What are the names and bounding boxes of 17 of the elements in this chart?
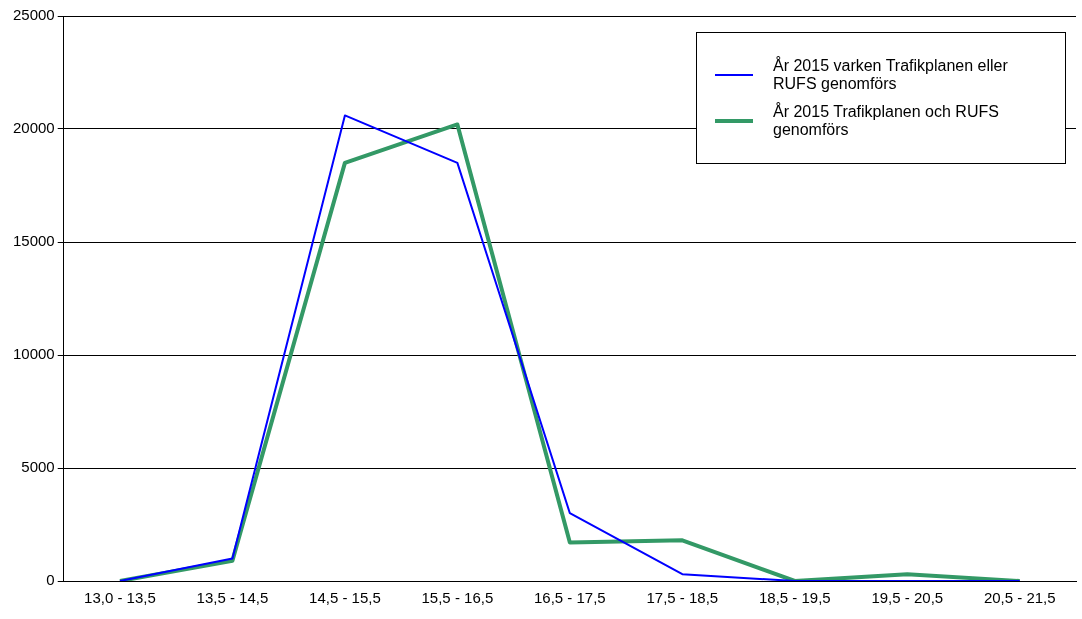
legend-label: År 2015 varken Trafikplanen eller RUFS genomförs bbox=[773, 57, 1009, 93]
x-tick-label: 18,5 - 19,5 bbox=[758, 589, 831, 607]
x-tick-label: 16,5 - 17,5 bbox=[534, 589, 606, 607]
x-tick-label: 15,5 - 16,5 bbox=[421, 589, 494, 607]
legend-label: År 2015 Trafikplanen och RUFS genomförs bbox=[773, 103, 1000, 139]
y-tick-label: 20000 bbox=[12, 119, 55, 137]
x-tick-label: 14,5 - 15,5 bbox=[309, 589, 381, 607]
x-tick-label: 19,5 - 20,5 bbox=[871, 589, 944, 607]
y-tick-label: 15000 bbox=[12, 232, 55, 250]
y-tick-label: 0 bbox=[46, 571, 55, 589]
x-tick-label: 20,5 - 21,5 bbox=[983, 589, 1056, 607]
y-tick-label: 5000 bbox=[21, 458, 55, 476]
x-tick-label: 13,5 - 14,5 bbox=[196, 589, 269, 607]
x-tick-label: 13,0 - 13,5 bbox=[84, 589, 156, 607]
y-tick-label: 25000 bbox=[12, 6, 55, 24]
x-tick-label: 17,5 - 18,5 bbox=[646, 589, 719, 607]
y-tick-label: 10000 bbox=[12, 345, 55, 363]
